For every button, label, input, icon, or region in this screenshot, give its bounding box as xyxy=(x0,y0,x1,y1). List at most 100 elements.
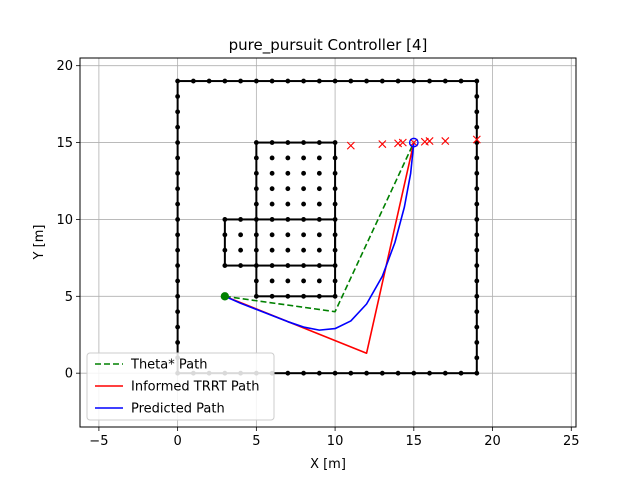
sample-marker xyxy=(346,141,355,150)
obstacle-point xyxy=(474,263,480,268)
obstacle-point xyxy=(364,370,369,376)
obstacle-point xyxy=(175,155,181,161)
obstacle-point xyxy=(175,340,181,345)
obstacle-point xyxy=(269,278,275,284)
obstacle-point xyxy=(474,247,480,253)
obstacle-point xyxy=(175,170,181,176)
obstacle-point xyxy=(474,293,480,299)
obstacle-point xyxy=(474,78,480,84)
obstacle-point xyxy=(474,370,480,376)
obstacle-point xyxy=(253,155,259,161)
obstacle-point xyxy=(222,78,228,84)
obstacle-point xyxy=(474,109,480,115)
obstacle-point xyxy=(253,247,259,253)
x-tick-label: 5 xyxy=(252,434,260,449)
obstacle-point xyxy=(285,155,291,161)
obstacle-point xyxy=(253,78,259,84)
obstacle-point xyxy=(253,170,259,176)
obstacle-point xyxy=(285,247,291,253)
obstacle-point xyxy=(175,78,181,84)
axes-frame xyxy=(79,57,577,428)
obstacle-point xyxy=(253,278,259,284)
boundary-outline xyxy=(176,80,478,375)
obstacle-point xyxy=(474,278,480,284)
y-tick-label: 20 xyxy=(56,59,73,74)
obstacle-point xyxy=(253,201,259,207)
legend-label: Informed TRRT Path xyxy=(131,380,259,395)
sample-marker xyxy=(425,137,434,146)
obstacle-point xyxy=(175,201,181,207)
obstacle-point xyxy=(285,293,291,299)
sample-marker xyxy=(472,135,481,144)
obstacle-block-outline xyxy=(223,218,337,267)
obstacle-point xyxy=(206,78,212,84)
obstacle-point xyxy=(285,232,291,238)
obstacle-point xyxy=(190,78,196,84)
y-tick-label: 5 xyxy=(65,290,73,305)
obstacle-point xyxy=(238,247,244,253)
obstacle-point xyxy=(316,140,322,145)
obstacle-point xyxy=(222,217,228,222)
obstacle-point xyxy=(332,170,338,176)
obstacle-point xyxy=(442,370,448,376)
x-axis-label: X [m] xyxy=(310,457,346,472)
obstacle-point xyxy=(474,232,480,238)
obstacle-point xyxy=(379,370,385,376)
series-line-1 xyxy=(224,142,415,313)
obstacle-point xyxy=(316,293,322,299)
obstacle-point xyxy=(474,124,480,130)
obstacle-point xyxy=(474,355,480,361)
sample-marker xyxy=(441,137,450,146)
obstacle-point xyxy=(332,140,338,145)
obstacle-point xyxy=(175,309,181,315)
obstacle-point xyxy=(175,124,181,130)
obstacle-point xyxy=(316,278,322,284)
legend-label: Theta* Path xyxy=(130,358,207,373)
obstacle-point xyxy=(316,186,322,192)
obstacle-point xyxy=(175,94,181,99)
x-tick-label: −5 xyxy=(89,434,108,449)
obstacle-point xyxy=(379,78,385,84)
obstacle-point xyxy=(316,247,322,253)
obstacle-point xyxy=(238,78,244,84)
obstacle-point xyxy=(175,293,181,299)
legend-label: Predicted Path xyxy=(131,402,225,417)
y-tick-label: 10 xyxy=(56,213,73,228)
obstacle-point xyxy=(301,155,306,161)
obstacle-point xyxy=(285,278,291,284)
obstacle-point xyxy=(253,186,259,192)
obstacle-point xyxy=(411,370,417,376)
obstacle-point xyxy=(222,247,228,253)
obstacle-point xyxy=(175,324,181,330)
obstacle-point xyxy=(269,201,275,207)
obstacle-point xyxy=(238,232,244,238)
obstacle-point xyxy=(175,278,181,284)
obstacle-point xyxy=(427,78,432,84)
obstacle-point xyxy=(301,140,306,145)
x-tick-label: 25 xyxy=(563,434,580,449)
obstacle-point xyxy=(316,370,322,376)
obstacle-point xyxy=(332,201,338,207)
obstacle-point xyxy=(316,170,322,176)
obstacle-point xyxy=(301,247,306,253)
goal-point xyxy=(408,137,419,148)
obstacle-point xyxy=(285,170,291,176)
obstacle-point xyxy=(285,186,291,192)
obstacle-point xyxy=(301,170,306,176)
obstacle-point xyxy=(458,370,464,376)
obstacle-point xyxy=(269,293,275,299)
obstacle-point xyxy=(474,309,480,315)
obstacle-point xyxy=(332,155,338,161)
obstacle-point xyxy=(442,78,448,84)
obstacle-point xyxy=(301,201,306,207)
obstacle-point xyxy=(474,340,480,345)
obstacle-point xyxy=(316,155,322,161)
y-axis-label: Y [m] xyxy=(32,225,47,261)
plot-area xyxy=(175,78,481,376)
legend-box xyxy=(86,352,275,421)
obstacle-point xyxy=(395,370,401,376)
obstacles xyxy=(175,78,480,376)
obstacle-point xyxy=(269,170,275,176)
obstacle-point xyxy=(332,370,338,376)
sample-marker xyxy=(409,138,418,147)
